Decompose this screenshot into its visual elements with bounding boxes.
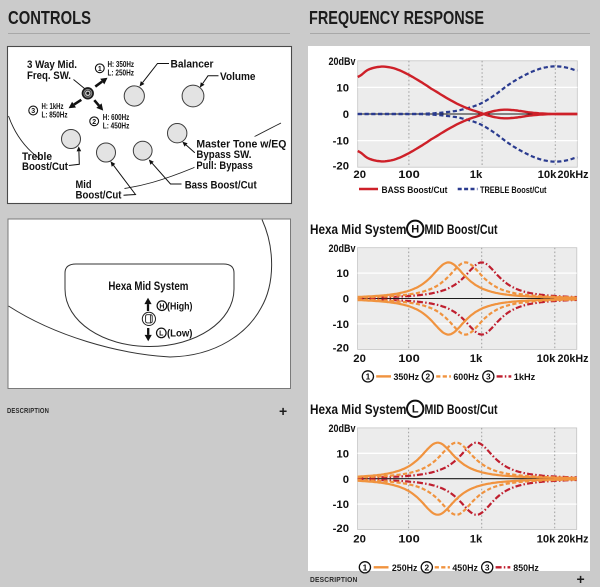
svg-text:450Hz: 450Hz [452,563,478,574]
svg-text:TREBLE Boost/Cut: TREBLE Boost/Cut [480,185,547,196]
svg-text:L: 850Hz: L: 850Hz [42,111,68,120]
svg-text:250Hz: 250Hz [392,563,418,574]
svg-text:Boost/Cut: Boost/Cut [76,189,122,201]
svg-text:850Hz: 850Hz [513,563,539,574]
svg-text:2: 2 [92,119,96,126]
svg-text:20kHz: 20kHz [558,169,589,181]
svg-text:350Hz: 350Hz [394,372,420,383]
svg-text:20: 20 [353,353,366,365]
svg-text:Mid: Mid [76,179,92,191]
svg-text:0: 0 [343,294,349,306]
svg-text:Freq. SW.: Freq. SW. [27,70,71,82]
svg-text:Balancer: Balancer [171,58,215,70]
svg-text:10: 10 [336,83,349,95]
svg-text:BASS Boost/Cut: BASS Boost/Cut [382,185,449,196]
svg-text:Hexa Mid System: Hexa Mid System [310,402,407,417]
svg-text:2: 2 [424,562,429,572]
svg-text:20kHz: 20kHz [558,534,589,546]
svg-text:Volume: Volume [220,71,256,83]
svg-text:20dBv: 20dBv [329,243,357,255]
svg-text:20kHz: 20kHz [558,353,589,365]
svg-text:-10: -10 [333,136,349,148]
svg-text:H: 1kHz: H: 1kHz [42,102,64,111]
svg-text:-20: -20 [333,161,349,173]
svg-text:20: 20 [353,169,366,181]
svg-text:-20: -20 [333,523,349,535]
svg-text:1k: 1k [470,169,483,181]
svg-text:10k: 10k [537,353,557,365]
svg-text:L: L [159,331,164,338]
svg-text:1: 1 [98,66,102,73]
svg-text:20dBv: 20dBv [329,56,357,68]
svg-text:-10: -10 [333,319,349,331]
svg-text:3: 3 [485,562,490,572]
svg-text:Treble: Treble [22,151,52,163]
svg-text:Hexa Mid System: Hexa Mid System [108,279,188,293]
svg-text:-20: -20 [333,343,349,355]
svg-text:100: 100 [398,353,420,365]
svg-text:H: H [159,303,164,310]
svg-text:L: 250Hz: L: 250Hz [108,68,135,77]
svg-text:3 Way Mid.: 3 Way Mid. [27,59,77,71]
svg-text:(Low): (Low) [167,328,193,340]
svg-text:1k: 1k [470,353,483,365]
svg-text:MID Boost/Cut: MID Boost/Cut [425,402,498,417]
svg-text:0: 0 [343,109,349,121]
svg-text:H: H [411,224,419,236]
svg-text:1: 1 [363,562,368,572]
svg-text:600Hz: 600Hz [453,372,479,383]
svg-text:1kHz: 1kHz [514,372,536,383]
svg-text:Boost/Cut: Boost/Cut [22,161,68,173]
svg-text:Pull: Bypass: Pull: Bypass [196,160,253,172]
svg-text:10: 10 [336,448,349,460]
svg-text:100: 100 [398,169,420,181]
svg-text:H: 600Hz: H: 600Hz [103,113,130,122]
svg-text:3: 3 [31,108,35,115]
svg-text:10: 10 [336,268,349,280]
svg-text:1k: 1k [470,534,483,546]
svg-text:100: 100 [398,534,420,546]
svg-text:Master Tone w/EQ: Master Tone w/EQ [196,139,286,151]
svg-text:0: 0 [343,474,349,486]
svg-text:10k: 10k [538,169,558,181]
svg-text:-10: -10 [333,499,349,511]
svg-text:10k: 10k [537,534,557,546]
svg-text:L: 450Hz: L: 450Hz [103,121,130,130]
svg-text:Hexa Mid System: Hexa Mid System [310,222,407,237]
svg-text:H: 350Hz: H: 350Hz [108,60,135,69]
svg-text:20dBv: 20dBv [329,423,357,435]
svg-text:(High): (High) [167,300,193,312]
svg-text:1: 1 [366,371,371,381]
svg-text:Bypass SW.: Bypass SW. [196,149,251,161]
svg-text:3: 3 [486,371,491,381]
svg-text:MID Boost/Cut: MID Boost/Cut [425,222,498,237]
svg-text:L: L [412,404,419,416]
svg-text:2: 2 [425,371,430,381]
svg-text:20: 20 [353,534,366,546]
svg-text:Bass Boost/Cut: Bass Boost/Cut [185,180,257,192]
